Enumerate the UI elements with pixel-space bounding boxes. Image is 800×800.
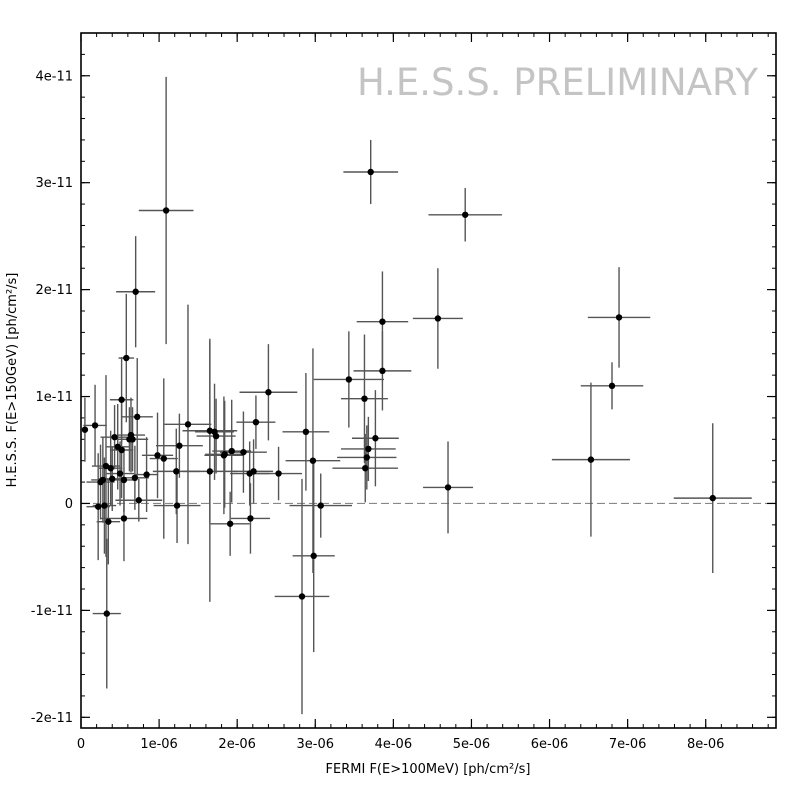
data-point: [173, 502, 181, 509]
data-point: [345, 376, 353, 383]
y-tick-label: 2e-11: [35, 283, 73, 298]
y-tick-label: 3e-11: [35, 176, 73, 191]
x-tick-label: 1e-06: [140, 737, 178, 752]
y-tick-label: 4e-11: [35, 69, 73, 84]
x-tick-label: 4e-06: [375, 737, 413, 752]
data-point: [162, 207, 170, 214]
watermark-text: H.E.S.S. PRELIMINARY: [357, 61, 758, 104]
y-tick-label: -1e-11: [31, 604, 73, 619]
data-point: [265, 389, 272, 396]
data-point: [615, 314, 623, 321]
data-point: [123, 354, 130, 362]
data-point: [103, 610, 110, 617]
plot-background: [81, 33, 776, 728]
x-axis-title: FERMI F(E>100MeV) [ph/cm²/s]: [326, 762, 531, 777]
data-point: [221, 451, 228, 458]
data-point: [118, 446, 125, 454]
data-point: [176, 442, 183, 449]
x-tick-label: 8e-06: [687, 737, 725, 752]
data-point: [247, 515, 254, 522]
data-point: [302, 428, 310, 436]
data-point: [367, 168, 374, 176]
data-point: [365, 445, 372, 453]
data-point: [317, 502, 324, 509]
data-point: [120, 476, 128, 484]
x-tick-label: 6e-06: [531, 737, 569, 752]
data-point: [709, 494, 716, 502]
data-point: [212, 432, 220, 440]
y-tick-label: 0: [65, 497, 73, 512]
y-tick-label: 1e-11: [35, 390, 73, 405]
data-point: [81, 426, 89, 433]
data-point: [310, 552, 317, 560]
data-point: [587, 456, 595, 463]
x-tick-label: 0: [77, 737, 85, 752]
y-tick-label: -2e-11: [31, 711, 73, 726]
data-point: [129, 436, 136, 443]
data-point: [298, 593, 306, 600]
data-point: [91, 422, 99, 429]
data-point: [135, 497, 142, 504]
data-point: [372, 435, 379, 442]
data-point: [379, 318, 386, 325]
data-point: [275, 470, 282, 477]
plot-frame: [80, 32, 777, 729]
data-point: [379, 367, 386, 375]
data-point: [173, 468, 180, 475]
data-point: [462, 211, 469, 218]
data-point: [99, 476, 107, 484]
data-point: [120, 515, 128, 522]
data-point: [94, 503, 102, 510]
data-point: [109, 475, 116, 483]
data-point: [608, 382, 616, 390]
data-point: [252, 419, 260, 426]
x-tick-label: 3e-06: [297, 737, 335, 752]
data-point: [309, 457, 317, 464]
points-layer: [81, 168, 716, 617]
data-point: [206, 468, 214, 475]
data-point: [228, 447, 235, 455]
data-point: [143, 471, 150, 478]
data-point: [434, 315, 442, 322]
data-point: [107, 464, 114, 472]
data-point: [250, 468, 257, 475]
data-point: [240, 448, 247, 456]
x-tick-label: 2e-06: [218, 737, 256, 752]
x-tick-label: 7e-06: [609, 737, 647, 752]
data-point: [361, 395, 368, 402]
data-point: [118, 396, 125, 403]
data-point: [101, 502, 108, 509]
y-axis-ticks: -2e-11 -1e-11 0 1e-11 2e-11 3e-11 4e-11: [31, 69, 776, 726]
data-point: [132, 288, 139, 295]
data-point: [226, 520, 234, 527]
data-point: [154, 452, 161, 459]
data-point: [134, 413, 141, 421]
data-point: [160, 455, 167, 462]
data-point: [444, 484, 452, 491]
data-point: [184, 421, 192, 428]
data-point: [116, 470, 124, 477]
data-point: [105, 518, 112, 525]
x-tick-label: 5e-06: [453, 737, 491, 752]
data-point: [363, 454, 371, 461]
data-point: [111, 433, 118, 441]
y-axis-title: H.E.S.S. F(E>150GeV) [ph/cm²/s]: [5, 273, 20, 488]
data-point: [362, 464, 369, 472]
data-point: [131, 474, 139, 481]
